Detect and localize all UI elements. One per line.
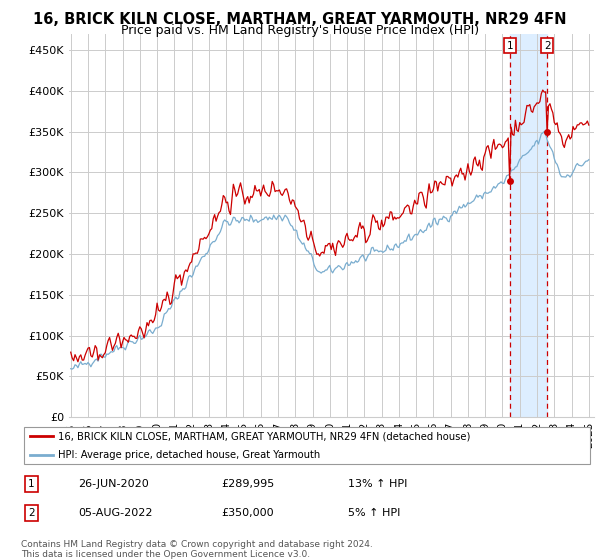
Bar bbox=[509, 34, 547, 417]
Text: Contains HM Land Registry data © Crown copyright and database right 2024.
This d: Contains HM Land Registry data © Crown c… bbox=[21, 540, 373, 559]
Text: 5% ↑ HPI: 5% ↑ HPI bbox=[347, 508, 400, 518]
Text: 1: 1 bbox=[506, 41, 513, 51]
Text: 1: 1 bbox=[28, 479, 35, 489]
Text: £289,995: £289,995 bbox=[221, 479, 275, 489]
Text: £350,000: £350,000 bbox=[221, 508, 274, 518]
Text: 13% ↑ HPI: 13% ↑ HPI bbox=[347, 479, 407, 489]
Text: 2: 2 bbox=[544, 41, 550, 51]
Text: Price paid vs. HM Land Registry's House Price Index (HPI): Price paid vs. HM Land Registry's House … bbox=[121, 24, 479, 36]
Text: 16, BRICK KILN CLOSE, MARTHAM, GREAT YARMOUTH, NR29 4FN (detached house): 16, BRICK KILN CLOSE, MARTHAM, GREAT YAR… bbox=[58, 432, 470, 441]
Text: 26-JUN-2020: 26-JUN-2020 bbox=[79, 479, 149, 489]
Text: 16, BRICK KILN CLOSE, MARTHAM, GREAT YARMOUTH, NR29 4FN: 16, BRICK KILN CLOSE, MARTHAM, GREAT YAR… bbox=[33, 12, 567, 27]
FancyBboxPatch shape bbox=[24, 427, 590, 464]
Text: 05-AUG-2022: 05-AUG-2022 bbox=[79, 508, 153, 518]
Text: 2: 2 bbox=[28, 508, 35, 518]
Text: HPI: Average price, detached house, Great Yarmouth: HPI: Average price, detached house, Grea… bbox=[58, 450, 320, 460]
